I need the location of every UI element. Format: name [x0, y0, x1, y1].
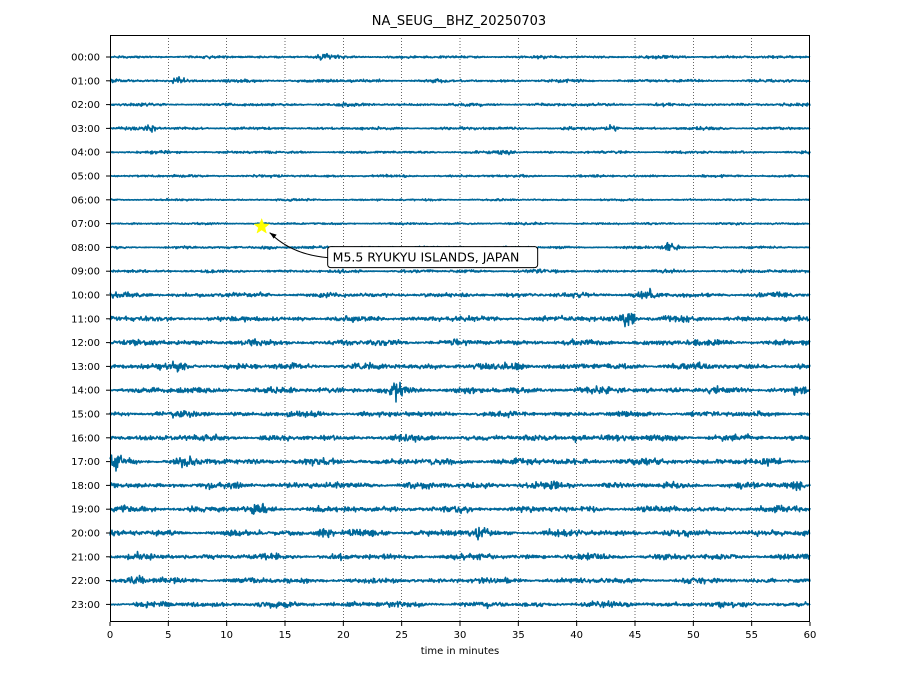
y-tick-label: 12:00 [71, 338, 100, 349]
x-tick-label: 35 [512, 630, 525, 641]
x-tick-label: 0 [107, 630, 113, 641]
seismic-trace [109, 550, 811, 562]
x-tick-label: 30 [454, 630, 467, 641]
y-tick-label: 21:00 [71, 552, 100, 563]
seismic-trace [109, 101, 811, 108]
seismic-trace [109, 76, 811, 85]
x-tick-label: 45 [629, 630, 642, 641]
y-tick-label: 14:00 [71, 386, 100, 397]
x-tick-label: 20 [337, 630, 350, 641]
y-tick-label: 15:00 [71, 410, 100, 421]
y-tick-label: 18:00 [71, 481, 100, 492]
event-label-box [327, 246, 539, 269]
event-annotation: M5.5 RYUKYU ISLANDS, JAPAN [253, 217, 539, 269]
x-tick-labels: 0 5 10 15 20 25 30 35 40 45 50 55 60 [107, 622, 817, 641]
event-star-icon [253, 217, 270, 234]
x-tick-label: 50 [687, 630, 700, 641]
x-axis-label: time in minutes [421, 646, 500, 657]
y-tick-label: 05:00 [71, 172, 100, 183]
seismic-trace [109, 312, 811, 328]
seismic-trace [109, 221, 811, 226]
event-label: M5.5 RYUKYU ISLANDS, JAPAN [333, 250, 520, 265]
seismic-trace [109, 360, 811, 373]
seismic-trace [109, 173, 811, 179]
seismic-trace [109, 52, 811, 61]
seismic-trace [109, 197, 811, 202]
y-tick-label: 13:00 [71, 362, 100, 373]
seismic-trace [109, 381, 811, 403]
seismic-trace [109, 526, 811, 541]
x-tick-label: 40 [570, 630, 583, 641]
y-tick-label: 19:00 [71, 505, 100, 516]
chart-title: NA_SEUG__BHZ_20250703 [372, 14, 546, 29]
x-tick-label: 10 [220, 630, 233, 641]
seismic-trace [109, 149, 811, 156]
y-tick-label: 11:00 [71, 314, 100, 325]
y-tick-label: 04:00 [71, 148, 100, 159]
y-tick-label: 01:00 [71, 76, 100, 87]
seismic-trace [109, 287, 811, 300]
y-tick-label: 07:00 [71, 219, 100, 230]
plot-frame [110, 35, 810, 622]
seismic-trace [109, 600, 811, 610]
y-tick-label: 23:00 [71, 600, 100, 611]
x-tick-label: 55 [745, 630, 758, 641]
x-tick-label: 25 [395, 630, 408, 641]
seismic-trace [109, 480, 811, 492]
y-tick-label: 00:00 [71, 53, 100, 64]
y-tick-label: 22:00 [71, 576, 100, 587]
seismic-trace [109, 574, 811, 585]
y-tick-label: 08:00 [71, 243, 100, 254]
y-tick-label: 16:00 [71, 433, 100, 444]
y-tick-label: 02:00 [71, 100, 100, 111]
seismic-trace [109, 454, 811, 472]
seismic-trace [109, 338, 811, 347]
y-tick-labels: 00:00 01:00 02:00 03:00 04:00 05:00 06:00 07:00… [71, 53, 110, 611]
seismic-traces [109, 52, 811, 610]
seismic-trace [109, 502, 811, 515]
y-tick-label: 17:00 [71, 457, 100, 468]
seismic-trace [109, 124, 811, 133]
grid-lines [168, 35, 752, 622]
annotation-arrowhead [269, 232, 277, 239]
x-tick-label: 60 [804, 630, 817, 641]
x-tick-label: 15 [279, 630, 292, 641]
seismic-trace [109, 433, 811, 444]
y-tick-label: 20:00 [71, 529, 100, 540]
y-tick-label: 03:00 [71, 124, 100, 135]
y-tick-label: 10:00 [71, 291, 100, 302]
x-tick-label: 5 [165, 630, 171, 641]
seismic-trace [109, 268, 811, 274]
seismic-trace [109, 409, 811, 419]
y-tick-label: 09:00 [71, 267, 100, 278]
y-tick-label: 06:00 [71, 195, 100, 206]
